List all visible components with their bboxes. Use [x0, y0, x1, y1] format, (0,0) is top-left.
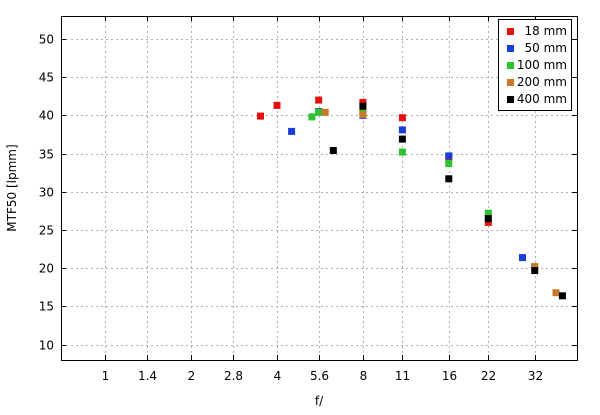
data-point [274, 102, 281, 109]
legend-entry: 200 mm [517, 75, 567, 89]
x-tick-label: 11 [395, 369, 410, 383]
legend-swatch [507, 79, 514, 86]
legend-swatch [507, 62, 514, 69]
data-point [330, 147, 337, 154]
legend-entry: 18 mm [525, 24, 567, 38]
y-tick-label: 10 [39, 339, 54, 353]
data-point [399, 114, 406, 121]
x-tick-label: 1.4 [138, 369, 157, 383]
y-tick-label: 30 [39, 186, 54, 200]
data-point [257, 113, 264, 120]
data-point [445, 152, 452, 159]
data-point [308, 113, 315, 120]
data-point [399, 149, 406, 156]
data-point [399, 126, 406, 133]
x-tick-label: 16 [442, 369, 457, 383]
y-tick-label: 40 [39, 109, 54, 123]
x-tick-label: 2 [188, 369, 196, 383]
x-axis-label: f/ [315, 394, 324, 408]
x-tick-label: 22 [481, 369, 496, 383]
legend-entry: 100 mm [517, 58, 567, 72]
data-point [485, 215, 492, 222]
axes: 1 1.4 2 2.8 4 5.6 8 11 16 22 32 10 15 20 25 30 35 40 45 50 [39, 16, 577, 383]
x-tick-label: 32 [528, 369, 543, 383]
y-tick-label: 20 [39, 262, 54, 276]
data-point [531, 267, 538, 274]
data-point [315, 109, 322, 116]
legend-swatch [507, 96, 514, 103]
y-axis-label: MTF50 [lpmm] [5, 144, 19, 231]
x-tick-label: 5.6 [310, 369, 329, 383]
x-tick-label: 1 [102, 369, 110, 383]
legend-entry: 400 mm [517, 92, 567, 106]
data-point [399, 136, 406, 143]
y-tick-label: 50 [39, 33, 54, 47]
data-point [315, 97, 322, 104]
data-point [288, 128, 295, 135]
legend: 18 mm 50 mm 100 mm 200 mm 400 mm [499, 20, 572, 111]
data-point [559, 292, 566, 299]
x-tick-label: 8 [360, 369, 368, 383]
y-tick-label: 45 [39, 71, 54, 85]
y-tick-label: 25 [39, 224, 54, 238]
legend-swatch [507, 45, 514, 52]
data-point [519, 254, 526, 261]
data-point [359, 103, 366, 110]
x-tick-label: 4 [274, 369, 282, 383]
data-point [322, 109, 329, 116]
y-tick-label: 15 [39, 300, 54, 314]
data-point [445, 175, 452, 182]
legend-entry: 50 mm [525, 41, 567, 55]
x-tick-label: 2.8 [224, 369, 243, 383]
y-tick-label: 35 [39, 148, 54, 162]
legend-swatch [507, 28, 514, 35]
data-point [445, 160, 452, 167]
data-point [553, 289, 560, 296]
data-point [359, 111, 366, 118]
